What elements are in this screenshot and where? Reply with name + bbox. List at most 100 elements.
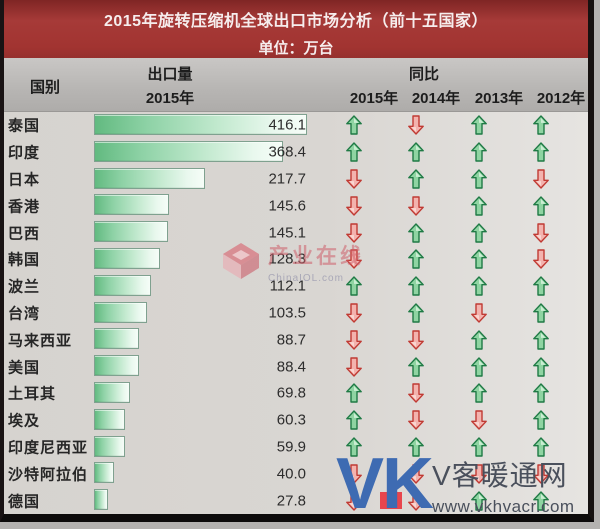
yoy-up-arrow-icon (470, 222, 488, 243)
yoy-down-arrow-icon (532, 463, 550, 484)
table-row: 美国 88.4 (4, 353, 588, 380)
yoy-up-arrow-icon (532, 329, 550, 350)
yoy-up-arrow-icon (470, 115, 488, 136)
page-title: 2015年旋转压缩机全球出口市场分析（前十五国家） (103, 13, 489, 30)
yoy-up-arrow-icon (407, 168, 425, 189)
export-volume-value: 88.7 (276, 331, 306, 349)
export-volume-bar (94, 355, 139, 377)
yoy-down-arrow-icon (407, 195, 425, 216)
country-label: 台湾 (8, 305, 41, 323)
yoy-up-arrow-icon (407, 302, 425, 323)
yoy-up-arrow-icon (345, 436, 363, 457)
country-label: 香港 (8, 198, 41, 216)
country-label: 韩国 (8, 251, 41, 269)
export-volume-value: 59.9 (276, 438, 306, 456)
yoy-down-arrow-icon (345, 195, 363, 216)
export-volume-value: 217.7 (268, 170, 306, 188)
export-volume-bar (94, 167, 205, 189)
column-header-export: 出口量 (147, 66, 193, 83)
table-row: 日本 217.7 (4, 166, 588, 193)
table-row: 台湾 103.5 (4, 300, 588, 327)
yoy-down-arrow-icon (345, 490, 363, 511)
export-volume-value: 128.3 (268, 250, 306, 268)
country-label: 泰国 (8, 117, 41, 135)
country-label: 德国 (8, 493, 41, 511)
yoy-up-arrow-icon (532, 410, 550, 431)
yoy-up-arrow-icon (532, 490, 550, 511)
yoy-up-arrow-icon (407, 436, 425, 457)
export-volume-value: 27.8 (276, 492, 306, 510)
country-label: 波兰 (8, 278, 41, 296)
yoy-up-arrow-icon (470, 356, 488, 377)
yoy-down-arrow-icon (470, 302, 488, 323)
column-header-yoy: 同比 (408, 66, 439, 83)
column-header-yoy-2013: 2013年 (474, 90, 524, 107)
export-volume-bar (94, 435, 125, 457)
export-volume-bar (94, 221, 168, 243)
yoy-up-arrow-icon (345, 142, 363, 163)
yoy-up-arrow-icon (345, 276, 363, 297)
table-row: 韩国 128.3 (4, 246, 588, 273)
export-volume-bar (94, 274, 151, 296)
yoy-down-arrow-icon (345, 356, 363, 377)
table-row: 香港 145.6 (4, 192, 588, 219)
table-row: 印度 368.4 (4, 139, 588, 166)
yoy-up-arrow-icon (345, 383, 363, 404)
column-header-yoy-2014: 2014年 (411, 90, 461, 107)
export-volume-value: 145.1 (268, 224, 306, 242)
yoy-up-arrow-icon (532, 195, 550, 216)
yoy-up-arrow-icon (470, 276, 488, 297)
export-volume-bar (94, 140, 283, 162)
country-label: 日本 (8, 171, 41, 189)
yoy-down-arrow-icon (532, 168, 550, 189)
export-volume-value: 88.4 (276, 358, 306, 376)
yoy-down-arrow-icon (345, 302, 363, 323)
export-volume-value: 145.6 (268, 197, 306, 215)
export-volume-bar (94, 194, 169, 216)
export-volume-bar (94, 381, 130, 403)
yoy-down-arrow-icon (345, 329, 363, 350)
yoy-up-arrow-icon (345, 115, 363, 136)
export-volume-value: 40.0 (276, 465, 306, 483)
table-row: 德国 27.8 (4, 487, 588, 514)
yoy-down-arrow-icon (345, 168, 363, 189)
yoy-down-arrow-icon (470, 463, 488, 484)
export-volume-bar (94, 462, 114, 484)
yoy-down-arrow-icon (407, 115, 425, 136)
yoy-up-arrow-icon (407, 356, 425, 377)
yoy-down-arrow-icon (407, 329, 425, 350)
export-volume-bar (94, 489, 108, 511)
yoy-down-arrow-icon (345, 463, 363, 484)
column-header-yoy-2015: 2015年 (349, 90, 399, 107)
country-label: 印度尼西亚 (8, 439, 89, 457)
column-header-yoy-2012: 2012年 (536, 90, 586, 107)
table-row: 土耳其 69.8 (4, 380, 588, 407)
country-label: 马来西亚 (8, 332, 73, 350)
export-volume-value: 103.5 (268, 304, 306, 322)
title-banner: 2015年旋转压缩机全球出口市场分析（前十五国家） 单位：万台 (4, 0, 588, 58)
yoy-down-arrow-icon (345, 249, 363, 270)
yoy-up-arrow-icon (470, 436, 488, 457)
yoy-up-arrow-icon (345, 410, 363, 431)
export-volume-bar (94, 301, 147, 323)
yoy-up-arrow-icon (532, 115, 550, 136)
yoy-down-arrow-icon (532, 249, 550, 270)
export-volume-value: 69.8 (276, 384, 306, 402)
yoy-down-arrow-icon (532, 222, 550, 243)
table-row: 马来西亚 88.7 (4, 326, 588, 353)
yoy-up-arrow-icon (532, 302, 550, 323)
yoy-down-arrow-icon (407, 410, 425, 431)
yoy-down-arrow-icon (407, 383, 425, 404)
table-header: 国别 出口量 2015年 同比 2015年 2014年 2013年 2012年 (4, 58, 588, 112)
table-row: 印度尼西亚 59.9 (4, 434, 588, 461)
yoy-up-arrow-icon (407, 249, 425, 270)
export-volume-bar (94, 247, 160, 269)
column-header-export-year: 2015年 (145, 90, 195, 107)
yoy-up-arrow-icon (407, 142, 425, 163)
yoy-up-arrow-icon (532, 436, 550, 457)
yoy-down-arrow-icon (407, 490, 425, 511)
yoy-up-arrow-icon (532, 383, 550, 404)
table-body: 泰国 416.1 印度 368.4 日本 217.7 香港 145.6 巴西 145.1 韩国 128… (4, 112, 588, 514)
export-volume-value: 60.3 (276, 411, 306, 429)
